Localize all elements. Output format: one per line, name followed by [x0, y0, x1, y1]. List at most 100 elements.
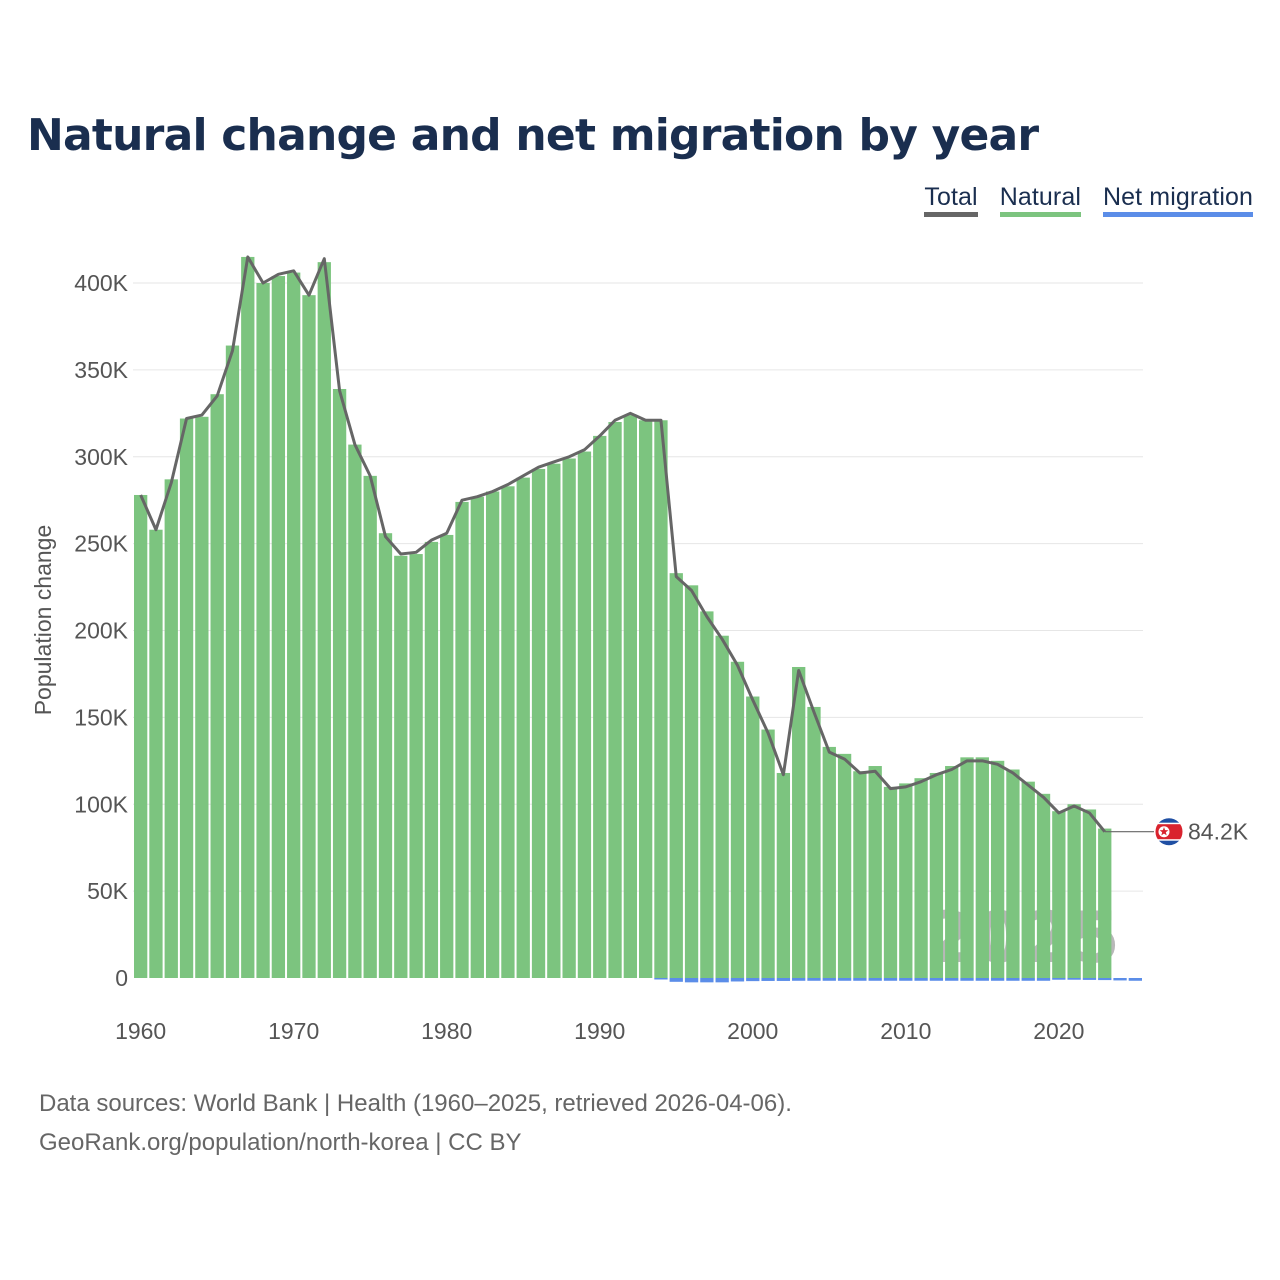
flag-star	[1159, 827, 1169, 836]
natural-bar	[929, 772, 944, 978]
natural-bar	[516, 477, 530, 978]
x-axis-ticks: 1960 1970 1980 1990 2000 2010 2020	[115, 1018, 1084, 1044]
legend-item-natural[interactable]: Natural	[999, 183, 1082, 217]
natural-bar	[899, 783, 913, 978]
natural-bar	[1006, 769, 1020, 978]
natural-bar	[440, 534, 454, 978]
y-tick-label: 150K	[74, 704, 128, 730]
natural-bar	[164, 479, 178, 978]
x-tick-label: 2000	[727, 1018, 778, 1044]
y-axis-label: Population change	[30, 525, 56, 716]
natural-bar	[654, 420, 668, 978]
natural-bar	[562, 458, 576, 978]
y-tick-label: 350K	[74, 357, 128, 383]
natural-bar	[1098, 828, 1112, 978]
net-migration-bar	[990, 978, 1005, 981]
x-tick-label: 2020	[1033, 1018, 1084, 1044]
x-tick-label: 2010	[880, 1018, 931, 1044]
end-marker: 84.2K	[1104, 817, 1249, 847]
flag-ring	[1154, 817, 1184, 847]
source-line-1: Data sources: World Bank | Health (1960–…	[39, 1090, 792, 1117]
natural-bar	[761, 729, 775, 978]
y-tick-label: 250K	[74, 531, 128, 557]
north-korea-flag-icon	[1154, 817, 1184, 847]
natural-bar	[470, 496, 484, 978]
net-migration-bar	[776, 978, 791, 981]
natural-bar	[547, 463, 561, 978]
net-migration-bar	[975, 978, 989, 981]
natural-bar	[424, 541, 439, 978]
natural-bar	[271, 276, 286, 978]
y-tick-label: 100K	[74, 791, 128, 817]
net-migration-bar	[914, 978, 928, 981]
natural-bar	[945, 766, 959, 978]
net-migration-bar	[730, 978, 745, 982]
source-line-2[interactable]: GeoRank.org/population/north-korea | CC …	[39, 1129, 522, 1156]
natural-bar	[792, 666, 806, 978]
natural-bar	[409, 554, 423, 978]
net-migration-bar	[883, 978, 898, 981]
x-tick-label: 1980	[421, 1018, 472, 1044]
net-migration-bar	[837, 978, 852, 981]
net-migration-bar	[746, 978, 760, 982]
natural-bar	[348, 444, 362, 978]
net-migration-bar	[1036, 978, 1051, 981]
net-migration-bar	[960, 978, 974, 981]
natural-bar	[837, 753, 852, 978]
total-line	[139, 255, 1106, 833]
source-note: Data sources: World Bank | Health (1960–…	[39, 1084, 792, 1162]
legend: Total Natural Net migration	[924, 183, 1253, 217]
natural-bar	[195, 416, 209, 979]
y-tick-label: 50K	[87, 878, 129, 904]
y-tick-label: 300K	[74, 444, 128, 470]
y-axis-ticks: 0 50K 100K 150K 200K 250K 300K 350K 400K	[74, 270, 128, 991]
net-migration-bar	[853, 978, 867, 981]
x-tick-label: 1970	[268, 1018, 319, 1044]
net-migration-bar	[1113, 978, 1127, 981]
net-migration-bar	[1098, 978, 1112, 981]
natural-bar	[485, 491, 500, 978]
natural-bars	[134, 256, 1112, 979]
net-migration-bar	[822, 978, 836, 981]
natural-bar	[822, 746, 836, 978]
natural-bar	[853, 771, 867, 978]
net-migration-bar	[1067, 978, 1081, 980]
net-migration-bar	[1052, 978, 1066, 980]
net-migration-bar	[792, 978, 806, 981]
net-migration-bar	[700, 978, 714, 983]
net-migration-bar	[1006, 978, 1020, 981]
natural-bar	[317, 262, 331, 978]
natural-bar	[363, 475, 377, 978]
net-migration-bar	[761, 978, 775, 981]
natural-bar	[730, 661, 745, 978]
natural-bar	[669, 573, 683, 978]
natural-bar	[577, 451, 592, 979]
net-migration-bar	[1021, 978, 1035, 981]
natural-bar	[990, 760, 1005, 978]
natural-bar	[378, 533, 393, 978]
natural-bar	[179, 418, 194, 978]
net-migration-bar	[715, 978, 729, 983]
natural-bar	[455, 501, 469, 978]
natural-bar	[332, 388, 347, 978]
legend-item-total[interactable]: Total	[924, 183, 978, 217]
natural-bar	[593, 435, 607, 978]
natural-bar	[225, 345, 240, 978]
natural-bar	[776, 772, 791, 978]
net-migration-bar	[684, 978, 699, 983]
natural-bar	[1082, 809, 1097, 978]
natural-bar	[149, 529, 163, 978]
net-migration-bar	[945, 978, 959, 981]
natural-bar	[1052, 811, 1066, 978]
y-tick-label: 0	[115, 965, 128, 991]
legend-item-net-migration[interactable]: Net migration	[1103, 183, 1253, 217]
natural-bar	[210, 394, 224, 978]
net-migration-bar	[899, 978, 913, 981]
natural-bar	[975, 757, 989, 978]
natural-bar	[608, 422, 622, 978]
natural-bar	[241, 256, 255, 978]
natural-bar	[134, 494, 148, 978]
natural-bar	[700, 611, 714, 978]
natural-bar	[302, 295, 316, 979]
